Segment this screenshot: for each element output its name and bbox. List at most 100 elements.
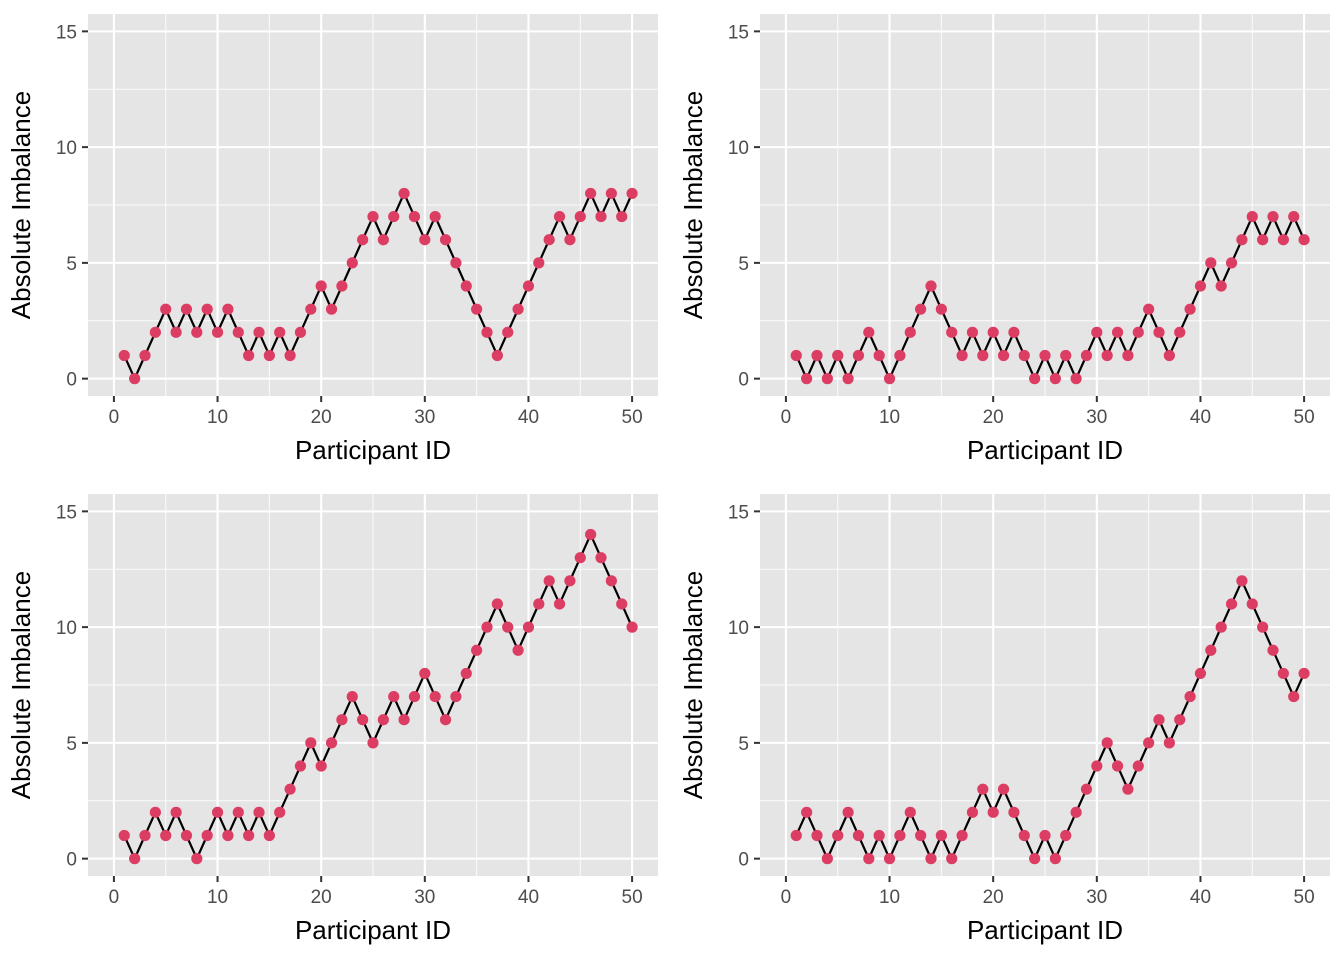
data-point: [1132, 326, 1144, 338]
data-point: [842, 806, 854, 818]
data-point: [367, 737, 379, 749]
data-point: [398, 187, 410, 200]
data-point: [1267, 210, 1279, 223]
data-point: [997, 783, 1010, 795]
data-point: [1111, 326, 1124, 338]
data-point: [429, 690, 441, 703]
data-point: [1018, 349, 1030, 362]
data-point: [935, 303, 947, 315]
x-tick-label: 40: [518, 887, 539, 908]
data-point: [564, 575, 576, 587]
data-point: [1205, 644, 1217, 656]
data-point: [533, 257, 545, 269]
data-point: [1039, 829, 1051, 842]
data-point: [997, 349, 1010, 362]
data-point: [1122, 783, 1134, 795]
data-point: [502, 621, 514, 633]
data-point: [811, 829, 823, 842]
data-point: [626, 187, 638, 200]
data-point: [946, 326, 958, 338]
data-point: [904, 806, 916, 818]
data-point: [1184, 303, 1196, 315]
data-point: [180, 829, 193, 842]
data-point: [512, 644, 524, 656]
data-point: [232, 326, 244, 338]
data-point: [956, 349, 968, 362]
chart-panel-2: 0 10 20 30 40 50 0 5 10 15 Participant ID Absolute …: [678, 14, 1330, 465]
data-point: [894, 349, 906, 362]
x-tick-label: 30: [414, 407, 435, 428]
data-point: [377, 714, 389, 726]
data-point: [460, 280, 472, 292]
data-point: [253, 806, 265, 818]
data-point: [1205, 257, 1217, 269]
data-point: [1091, 326, 1103, 338]
data-point: [1080, 349, 1093, 362]
data-point: [1225, 598, 1238, 610]
data-point: [605, 187, 617, 200]
data-point: [1194, 280, 1207, 292]
data-point: [512, 303, 524, 315]
data-point: [873, 349, 885, 362]
data-point: [1257, 621, 1269, 633]
data-point: [1143, 303, 1155, 315]
data-point: [1008, 326, 1020, 338]
data-point: [977, 349, 989, 362]
x-tick-label: 30: [1086, 407, 1107, 428]
data-point: [925, 853, 937, 865]
data-point: [801, 806, 813, 818]
data-point: [481, 326, 493, 338]
data-point: [294, 760, 307, 772]
y-tick-label: 15: [56, 502, 77, 523]
data-point: [481, 621, 493, 633]
data-point: [1101, 737, 1113, 749]
data-point: [253, 326, 265, 338]
data-point: [502, 326, 514, 338]
data-point: [574, 210, 586, 223]
data-point: [222, 303, 234, 315]
x-tick-label: 30: [1086, 887, 1107, 908]
data-point: [935, 829, 947, 842]
data-point: [149, 806, 161, 818]
data-point: [1246, 598, 1258, 610]
x-tick-label: 50: [1294, 887, 1315, 908]
data-point: [915, 303, 927, 315]
data-point: [956, 829, 968, 842]
data-point: [336, 280, 348, 292]
data-point: [315, 280, 327, 292]
y-tick-label: 15: [728, 22, 749, 43]
data-point: [139, 829, 151, 842]
data-point: [1060, 349, 1072, 362]
data-point: [790, 349, 802, 362]
data-point: [1111, 760, 1124, 772]
data-point: [1122, 349, 1134, 362]
x-tick-label: 40: [518, 407, 539, 428]
data-point: [305, 303, 317, 315]
data-point: [1215, 621, 1227, 633]
data-point: [1132, 760, 1144, 772]
data-point: [863, 326, 875, 338]
data-point: [118, 349, 130, 362]
chart-panel-1: 0 10 20 30 40 50 0 5 10 15 Participant ID Absolute …: [6, 14, 658, 465]
data-point: [543, 575, 555, 587]
data-point: [232, 806, 244, 818]
x-tick-label: 30: [414, 887, 435, 908]
data-point: [1246, 210, 1258, 223]
data-point: [460, 667, 472, 680]
data-point: [294, 326, 307, 338]
data-point: [129, 853, 141, 865]
data-point: [160, 829, 172, 842]
data-point: [522, 621, 535, 633]
data-point: [1049, 853, 1061, 865]
y-tick-label: 5: [66, 254, 77, 275]
data-point: [377, 234, 389, 246]
data-point: [180, 303, 193, 315]
x-tick-label: 0: [109, 407, 120, 428]
data-point: [585, 187, 597, 200]
data-point: [1029, 373, 1041, 385]
y-tick-label: 0: [738, 370, 749, 391]
data-point: [439, 234, 452, 246]
data-point: [274, 806, 286, 818]
data-point: [616, 210, 628, 223]
data-point: [325, 303, 338, 315]
